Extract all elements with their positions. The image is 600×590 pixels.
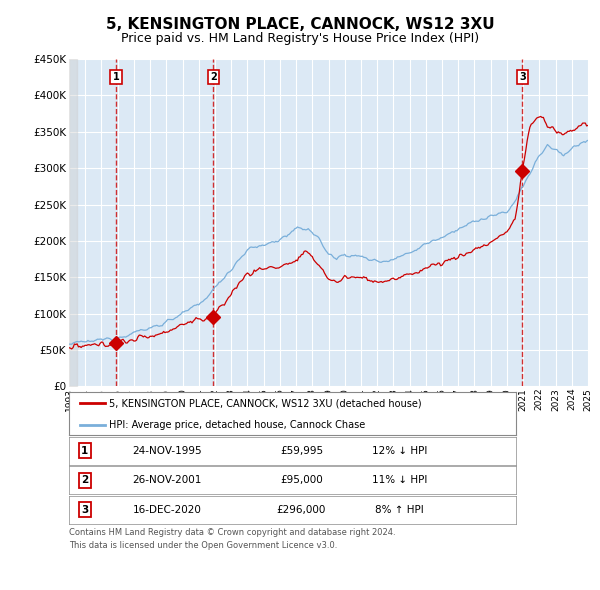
Text: 1: 1: [113, 72, 119, 82]
Text: 8% ↑ HPI: 8% ↑ HPI: [376, 505, 424, 514]
Text: £296,000: £296,000: [277, 505, 326, 514]
Text: 11% ↓ HPI: 11% ↓ HPI: [372, 476, 427, 485]
Text: Price paid vs. HM Land Registry's House Price Index (HPI): Price paid vs. HM Land Registry's House …: [121, 32, 479, 45]
Text: 24-NOV-1995: 24-NOV-1995: [133, 446, 202, 455]
Text: HPI: Average price, detached house, Cannock Chase: HPI: Average price, detached house, Cann…: [109, 419, 365, 430]
Text: 2: 2: [81, 476, 88, 485]
Text: 16-DEC-2020: 16-DEC-2020: [133, 505, 202, 514]
Text: 26-NOV-2001: 26-NOV-2001: [133, 476, 202, 485]
Text: 2: 2: [210, 72, 217, 82]
Text: 3: 3: [519, 72, 526, 82]
Text: £95,000: £95,000: [280, 476, 323, 485]
Text: 3: 3: [81, 505, 88, 514]
Text: 5, KENSINGTON PLACE, CANNOCK, WS12 3XU (detached house): 5, KENSINGTON PLACE, CANNOCK, WS12 3XU (…: [109, 398, 422, 408]
Text: 12% ↓ HPI: 12% ↓ HPI: [372, 446, 427, 455]
Text: 5, KENSINGTON PLACE, CANNOCK, WS12 3XU: 5, KENSINGTON PLACE, CANNOCK, WS12 3XU: [106, 17, 494, 31]
Text: 1: 1: [81, 446, 88, 455]
Text: Contains HM Land Registry data © Crown copyright and database right 2024.
This d: Contains HM Land Registry data © Crown c…: [69, 528, 395, 549]
Text: £59,995: £59,995: [280, 446, 323, 455]
